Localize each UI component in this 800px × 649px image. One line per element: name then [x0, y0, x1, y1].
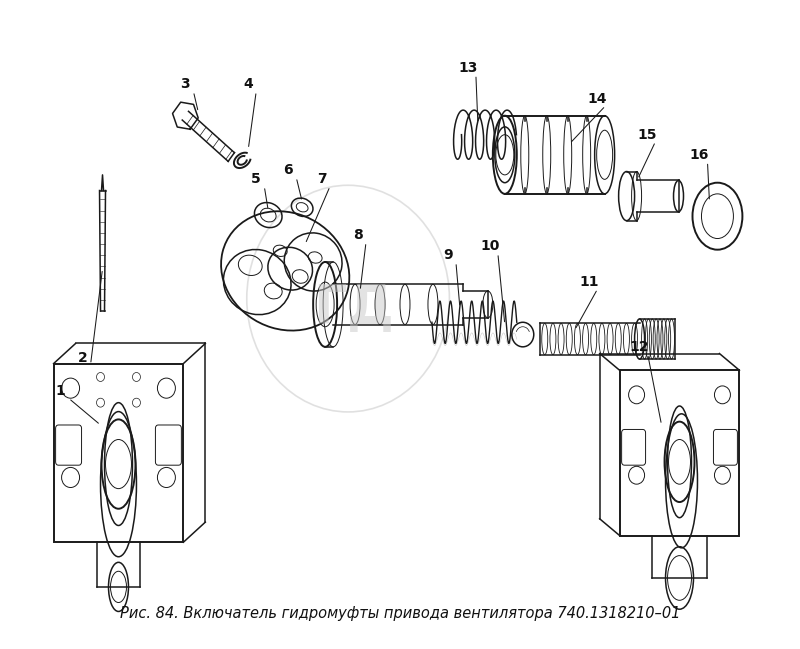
Bar [54, 363, 183, 542]
Text: Рис. 84. Включатель гидромуфты привода вентилятора 740.1318210–01: Рис. 84. Включатель гидромуфты привода в… [120, 606, 680, 621]
Bar [620, 371, 739, 535]
Text: 3: 3 [181, 77, 190, 92]
Text: 11: 11 [580, 275, 599, 289]
Text: 10: 10 [480, 239, 499, 253]
Text: Г: Г [314, 282, 347, 334]
Text: 13: 13 [458, 61, 478, 75]
Text: 14: 14 [588, 92, 607, 106]
Text: 6: 6 [283, 164, 293, 177]
Text: 12: 12 [630, 340, 650, 354]
Text: 4: 4 [243, 77, 253, 92]
Text: 16: 16 [690, 148, 709, 162]
Text: 7: 7 [318, 173, 327, 186]
Text: 8: 8 [353, 228, 363, 242]
Text: 9: 9 [443, 249, 453, 262]
Text: Д: Д [346, 282, 394, 334]
Text: 5: 5 [251, 173, 261, 186]
Text: 15: 15 [638, 128, 658, 141]
Text: 2: 2 [78, 351, 87, 365]
Text: 1: 1 [56, 384, 66, 398]
